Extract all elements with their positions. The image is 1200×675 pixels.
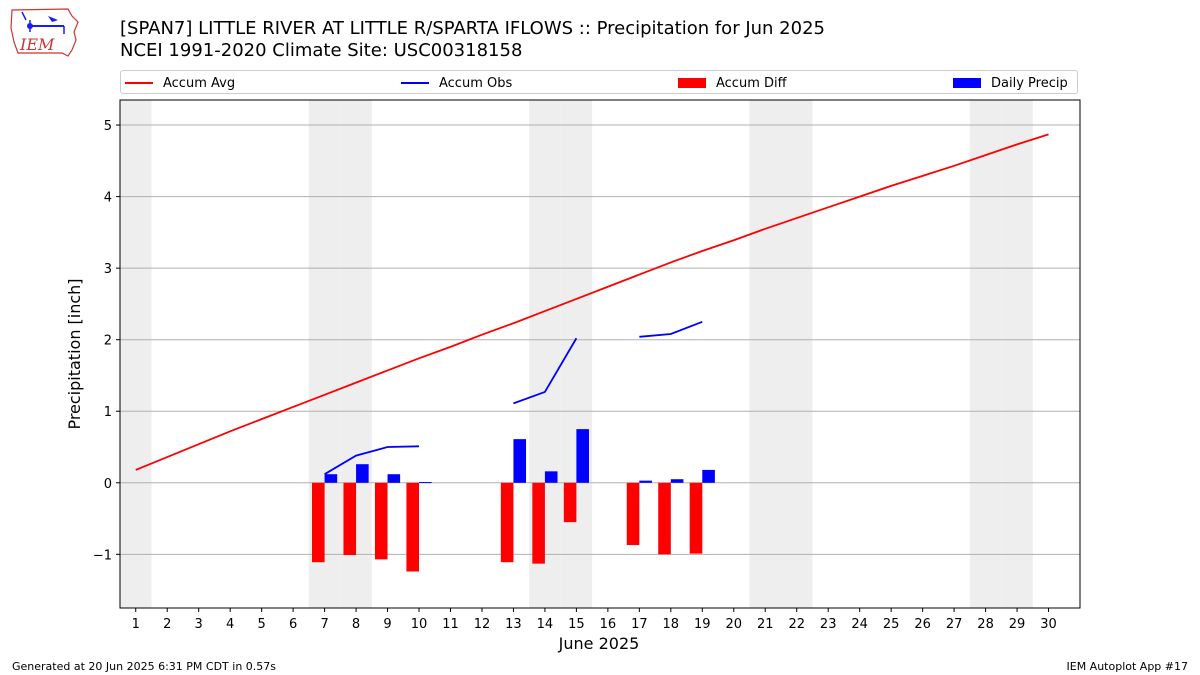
legend-label-accum-avg: Accum Avg xyxy=(163,75,236,91)
accum-diff-bar xyxy=(374,482,388,560)
weekend-shade-day-15 xyxy=(560,100,593,608)
legend-label-accum-diff: Accum Diff xyxy=(716,75,787,91)
x-tick-label: 4 xyxy=(226,617,234,632)
daily-precip-bar xyxy=(670,479,684,483)
weekend-shade-day-21 xyxy=(749,100,781,608)
x-tick-label: 25 xyxy=(883,617,900,632)
daily-precip-bar xyxy=(544,471,558,483)
iowa-state-outline xyxy=(10,8,79,57)
x-tick-label: 17 xyxy=(631,617,648,632)
iem-logo: IEM xyxy=(10,8,79,57)
footer-generated: Generated at 20 Jun 2025 6:31 PM CDT in … xyxy=(12,660,277,673)
x-tick-label: 12 xyxy=(474,617,491,632)
y-tick-label: 5 xyxy=(104,119,112,134)
x-tick-label: 23 xyxy=(820,617,837,632)
x-tick-label: 16 xyxy=(600,617,617,632)
legend-item-accum-obs: Accum Obs xyxy=(401,73,512,93)
weekend-shade-day-28 xyxy=(969,100,1002,608)
legend-label-daily-precip: Daily Precip xyxy=(991,75,1068,91)
legend-swatch-daily-precip xyxy=(953,78,981,88)
x-tick-label: 9 xyxy=(383,617,391,632)
x-tick-label: 10 xyxy=(411,617,428,632)
accum-obs-line xyxy=(639,320,703,338)
x-tick-label: 11 xyxy=(442,617,459,632)
daily-precip-bar xyxy=(419,482,432,484)
accum-diff-bar xyxy=(689,482,703,554)
accum-obs-line xyxy=(513,337,578,405)
accum-diff-bar xyxy=(343,482,357,556)
x-tick-label: 20 xyxy=(725,617,742,632)
x-tick-label: 29 xyxy=(1009,617,1026,632)
y-tick-label: 4 xyxy=(104,191,112,206)
x-tick-label: 14 xyxy=(537,617,554,632)
x-tick-label: 19 xyxy=(694,617,711,632)
daily-precip-bar xyxy=(702,469,715,483)
weekend-shade-day-22 xyxy=(780,100,813,608)
plot-frame xyxy=(119,99,1081,609)
footer-app-id: IEM Autoplot App #17 xyxy=(1066,660,1189,673)
y-tick-label: 3 xyxy=(104,262,112,277)
y-tick-label: −1 xyxy=(93,548,112,563)
daily-precip-bar xyxy=(513,439,527,483)
x-tick-label: 5 xyxy=(257,617,265,632)
x-tick-label: 13 xyxy=(505,617,522,632)
x-tick-label: 22 xyxy=(788,617,805,632)
series-lines xyxy=(135,133,1049,475)
y-axis-label: Precipitation [inch] xyxy=(65,278,84,429)
chart-legend: Accum Avg Accum Obs Accum Diff Daily Pre… xyxy=(120,70,1078,94)
x-tick-label: 3 xyxy=(195,617,203,632)
accum-diff-bar xyxy=(500,482,514,563)
legend-label-accum-obs: Accum Obs xyxy=(439,75,513,91)
accum-diff-bar xyxy=(626,482,640,546)
x-tick-label: 18 xyxy=(663,617,680,632)
grid-lines xyxy=(120,124,1080,555)
legend-item-accum-diff: Accum Diff xyxy=(678,73,787,93)
x-tick-label: 1 xyxy=(132,617,140,632)
chart-subtitle: NCEI 1991-2020 Climate Site: USC00318158 xyxy=(120,40,523,61)
daily-precip-bar xyxy=(356,464,369,483)
x-axis-label: June 2025 xyxy=(558,634,640,653)
legend-item-accum-avg: Accum Avg xyxy=(125,73,235,93)
daily-precip-bar xyxy=(387,474,401,483)
accum-diff-bar xyxy=(563,482,577,523)
x-tick-label: 21 xyxy=(757,617,774,632)
weekend-shade-day-29 xyxy=(1001,100,1033,608)
y-tick-label: 0 xyxy=(104,477,112,492)
daily-precip-bar xyxy=(576,429,589,483)
legend-item-daily-precip: Daily Precip xyxy=(953,73,1068,93)
legend-swatch-accum-diff xyxy=(678,78,706,88)
weekend-shade-day-1 xyxy=(120,100,152,608)
accum-diff-bar xyxy=(658,482,671,555)
x-tick-label: 27 xyxy=(946,617,963,632)
accum-diff-bar xyxy=(312,482,325,563)
y-tick-label: 1 xyxy=(104,405,112,420)
x-tick-label: 8 xyxy=(352,617,360,632)
x-tick-label: 28 xyxy=(977,617,994,632)
chart-title: [SPAN7] LITTLE RIVER AT LITTLE R/SPARTA … xyxy=(120,18,825,39)
x-tick-label: 2 xyxy=(163,617,171,632)
y-tick-label: 2 xyxy=(104,334,112,349)
x-tick-label: 30 xyxy=(1040,617,1057,632)
legend-swatch-accum-obs xyxy=(401,82,429,84)
x-tick-label: 7 xyxy=(320,617,328,632)
x-tick-label: 26 xyxy=(914,617,931,632)
bars xyxy=(312,429,715,572)
accum-diff-bar xyxy=(406,482,420,572)
accum-diff-bar xyxy=(532,482,545,564)
daily-precip-bar xyxy=(324,474,338,483)
accum-obs-line xyxy=(324,445,420,475)
daily-precip-bar xyxy=(639,480,652,483)
accum-avg-line xyxy=(135,133,1049,471)
x-tick-label: 6 xyxy=(289,617,297,632)
legend-swatch-accum-avg xyxy=(125,82,153,84)
logo-text: IEM xyxy=(19,35,55,54)
x-tick-label: 24 xyxy=(851,617,868,632)
weekend-shading xyxy=(120,100,1033,608)
x-tick-label: 15 xyxy=(568,617,585,632)
